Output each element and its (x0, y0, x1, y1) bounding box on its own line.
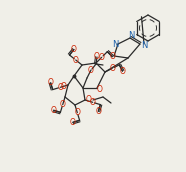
Text: O: O (61, 82, 67, 90)
Text: O: O (70, 118, 76, 127)
Text: O: O (109, 64, 115, 73)
Text: N: N (141, 40, 147, 50)
Text: O: O (109, 52, 115, 61)
Text: N: N (128, 30, 134, 40)
Text: N: N (112, 40, 118, 49)
Text: O: O (97, 84, 103, 94)
Text: O: O (73, 56, 79, 64)
Text: O: O (90, 98, 96, 107)
Text: O: O (74, 108, 80, 117)
Text: O: O (99, 53, 105, 62)
Text: O: O (88, 66, 94, 74)
Text: O: O (86, 94, 92, 104)
Text: O: O (48, 78, 54, 87)
Text: O: O (71, 45, 77, 54)
Text: O: O (51, 106, 57, 115)
Text: O: O (94, 51, 100, 61)
Text: O: O (60, 100, 66, 109)
Text: O: O (57, 83, 63, 92)
Text: O: O (119, 67, 125, 76)
Text: O: O (95, 107, 101, 116)
